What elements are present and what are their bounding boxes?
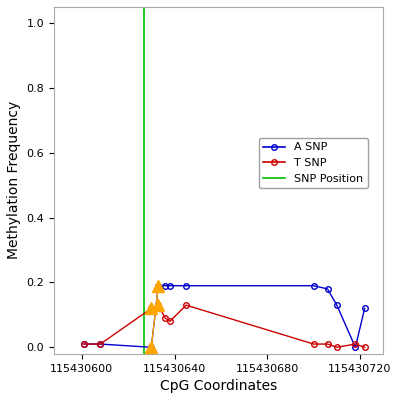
Legend: A SNP, T SNP, SNP Position: A SNP, T SNP, SNP Position (259, 138, 368, 188)
Y-axis label: Methylation Frequency: Methylation Frequency (7, 101, 21, 260)
X-axis label: CpG Coordinates: CpG Coordinates (160, 379, 277, 393)
